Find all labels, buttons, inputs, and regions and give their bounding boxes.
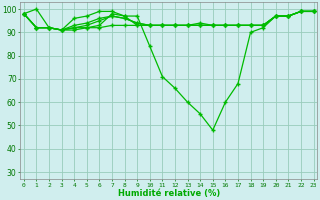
X-axis label: Humidité relative (%): Humidité relative (%) (117, 189, 220, 198)
